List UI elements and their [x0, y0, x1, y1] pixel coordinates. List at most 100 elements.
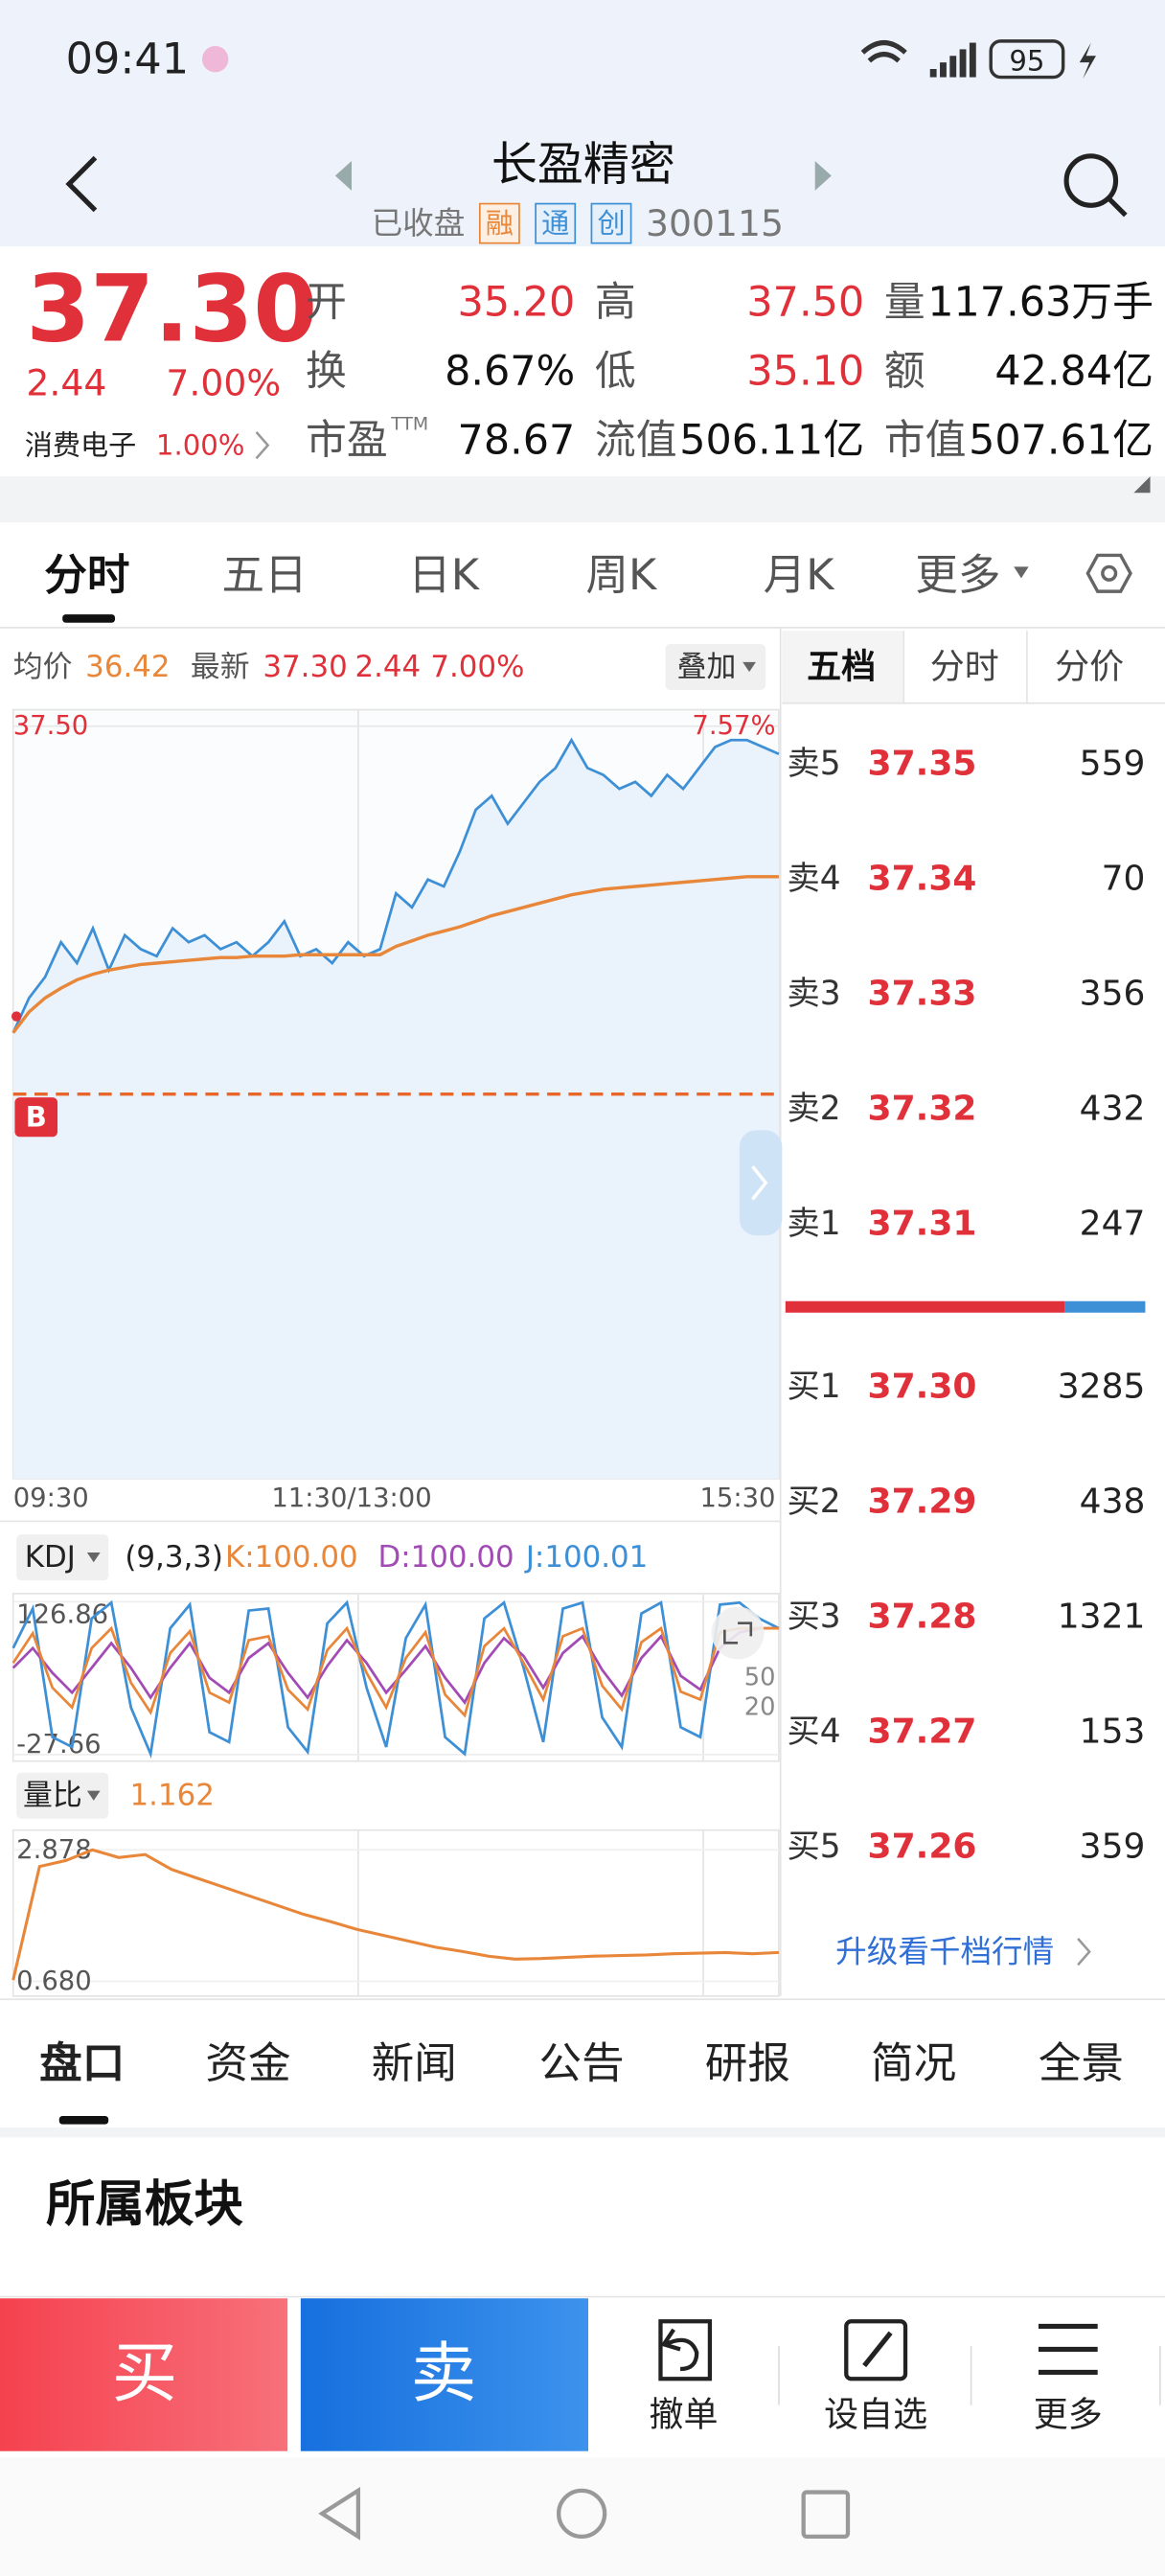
kdj-line [11, 1599, 780, 1760]
badge-box [590, 202, 632, 244]
change-pct: 7.00% [166, 361, 281, 403]
badge-box [535, 202, 577, 244]
book-volume: 3285 [1058, 1367, 1146, 1406]
indicator-button[interactable] [16, 1534, 109, 1581]
field-sup: TTM [390, 413, 428, 434]
nav-recent[interactable] [801, 2490, 851, 2539]
book-price: 37.33 [868, 975, 977, 1014]
indicator-button[interactable] [16, 1772, 109, 1819]
field-label: 市盈 [306, 416, 388, 464]
book-tab[interactable]: 分价 [1055, 648, 1124, 687]
field-label: 低 [595, 347, 636, 395]
volume-ratio-line [11, 1848, 780, 1981]
chart-tab[interactable]: 日K [408, 550, 481, 600]
book-tab[interactable]: 分时 [930, 648, 999, 687]
buy-button[interactable] [0, 2298, 288, 2451]
info-tab[interactable]: 公告 [539, 2038, 625, 2088]
next-stock[interactable] [814, 161, 832, 191]
indicator-value: 1.162 [129, 1779, 214, 1813]
chart-tab[interactable]: 分时 [44, 550, 129, 600]
book-price: 37.26 [868, 1827, 977, 1866]
info-tab[interactable]: 研报 [705, 2038, 790, 2088]
expand-handle[interactable] [739, 1130, 783, 1236]
field-label: 高 [595, 278, 636, 326]
sector: 消费电子 [25, 429, 137, 462]
sector-arrow[interactable] [255, 431, 270, 460]
signal-bar [969, 42, 976, 78]
info-tab[interactable]: 简况 [871, 2038, 956, 2088]
kdj-legend: K:100.00 [225, 1540, 358, 1575]
change: 2.44 [26, 361, 106, 403]
signal-bar [949, 56, 957, 78]
book-bar-sell [785, 1300, 1065, 1313]
legend-change: 2.44 [354, 650, 421, 684]
info-tab[interactable]: 新闻 [372, 2038, 457, 2088]
badge: 通 [541, 207, 569, 240]
section-title: 所属板块 [46, 2176, 243, 2234]
field-value: 42.84亿 [994, 347, 1154, 395]
y2-tick-label: 20 [744, 1693, 776, 1722]
book-volume: 247 [1080, 1205, 1146, 1244]
book-volume: 438 [1080, 1482, 1146, 1521]
status-dot [201, 46, 229, 73]
chart-tab[interactable]: 五日 [222, 550, 308, 600]
indicator-caret [86, 1552, 101, 1563]
back-button[interactable] [65, 155, 98, 213]
legend-last: 37.30 [263, 650, 347, 684]
y-tick-label: 0.680 [16, 1966, 92, 1996]
book-price: 37.30 [868, 1367, 977, 1406]
book-label: 卖1 [788, 1205, 841, 1243]
field-value: 8.67% [445, 347, 575, 395]
legend-pct: 7.00% [430, 650, 524, 684]
tab-underline [62, 614, 116, 623]
overlay-caret [742, 661, 756, 673]
book-label: 买2 [788, 1483, 841, 1521]
chart-tab[interactable]: 周K [585, 550, 658, 600]
clock: 09:41 [66, 34, 189, 84]
undo-icon [658, 2319, 713, 2381]
kdj-line [11, 1625, 779, 1718]
info-tab[interactable]: 资金 [205, 2038, 290, 2088]
nav-home[interactable] [556, 2488, 607, 2539]
y-tick-label: 2.878 [16, 1835, 92, 1865]
sell-button[interactable] [300, 2298, 589, 2451]
badge-box [478, 202, 520, 244]
book-volume: 559 [1080, 745, 1146, 784]
signal-bar [959, 49, 967, 78]
nav-back[interactable] [318, 2486, 361, 2541]
settings-icon[interactable] [1085, 553, 1132, 593]
info-tab[interactable]: 全景 [1039, 2038, 1124, 2088]
chart-tab[interactable]: 更多 [915, 550, 1000, 600]
badge: 创 [597, 207, 625, 240]
action-tool[interactable]: 更多 [1034, 2396, 1103, 2435]
y2-tick-label: 50 [744, 1664, 776, 1692]
price: 37.30 [26, 255, 317, 362]
book-tab[interactable]: 五档 [807, 648, 876, 687]
edit-pen [862, 2331, 893, 2368]
book-price: 37.32 [868, 1090, 977, 1129]
sector-pct: 1.00% [156, 429, 245, 462]
search-handle [1107, 196, 1128, 218]
chart-tab[interactable]: 月K [764, 550, 836, 600]
prev-stock[interactable] [334, 161, 353, 191]
book-price: 37.35 [868, 745, 977, 784]
field-value: 35.10 [746, 347, 864, 395]
y2-tick-label: 7.57% [692, 711, 775, 741]
book-price: 37.34 [868, 860, 977, 899]
fullscreen-button[interactable] [711, 1606, 765, 1660]
expand-arrow [751, 1165, 768, 1201]
action-tool[interactable]: 设自选 [824, 2396, 927, 2435]
y-tick-label: -27.66 [16, 1730, 101, 1760]
overlay-button[interactable] [665, 644, 766, 690]
book-volume: 70 [1102, 860, 1146, 899]
search-button[interactable] [1063, 153, 1119, 208]
upgrade-link[interactable]: 升级看千档行情 [835, 1934, 1054, 1970]
active-tab-bg [782, 631, 904, 703]
legend-label: 均价 [13, 650, 73, 684]
action-tool[interactable]: 撤单 [649, 2396, 718, 2435]
field-value: 117.63万手 [927, 278, 1154, 326]
info-tab[interactable]: 盘口 [39, 2038, 125, 2088]
sell-label: 卖 [411, 2335, 477, 2412]
signal-bar [940, 62, 947, 78]
